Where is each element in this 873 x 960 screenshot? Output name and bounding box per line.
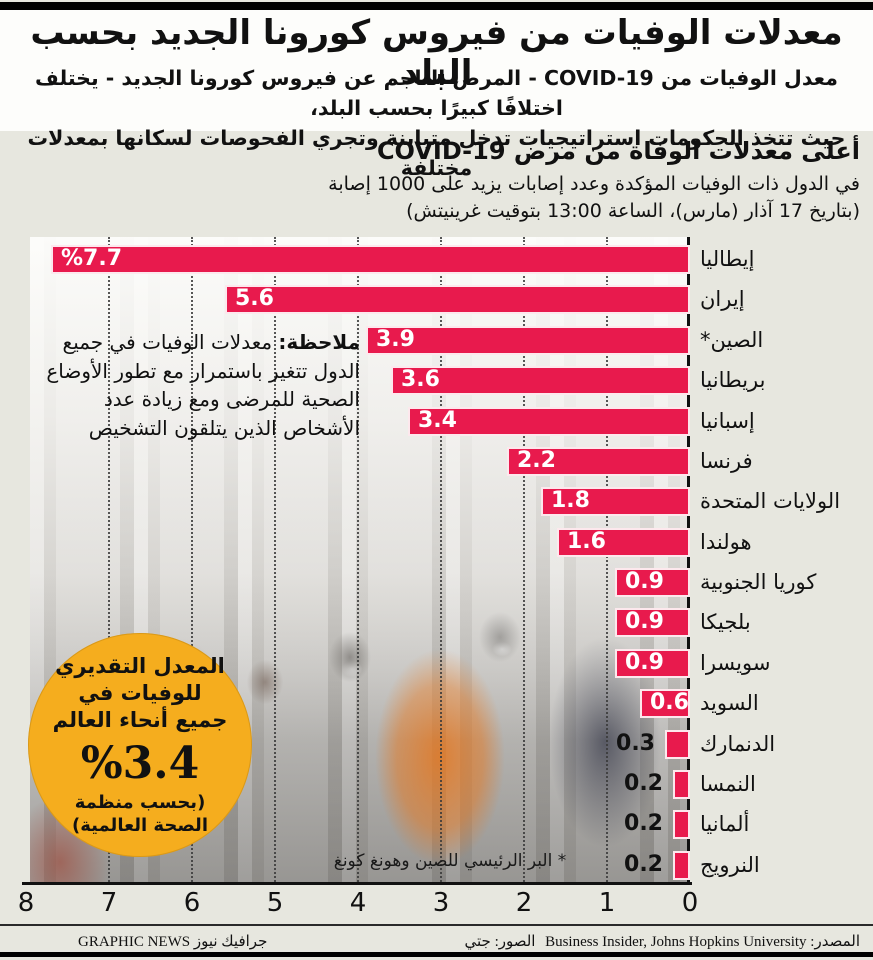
country-label-7: هولندا [700, 530, 752, 554]
bar-7 [557, 528, 690, 557]
country-label-3: بريطانيا [700, 368, 766, 392]
bar-6 [541, 487, 690, 516]
country-label-9: بلجيكا [700, 610, 751, 634]
bar-4 [408, 407, 690, 436]
footer-rule [0, 924, 873, 926]
bar-value-6: 1.8 [551, 488, 590, 513]
note-body: معدلات الوفيات في جميع الدول تتغير باستم… [46, 330, 360, 440]
note-text: ملاحظة: معدلات الوفيات في جميع الدول تتغ… [28, 328, 360, 442]
axis-tick-4: 4 [349, 888, 367, 918]
gridline-6 [191, 237, 193, 882]
country-label-4: إسبانيا [700, 409, 755, 433]
bar-10 [615, 649, 690, 678]
bar-value-13: 0.2 [624, 771, 663, 796]
top-rule [0, 2, 873, 10]
bar-3 [391, 366, 690, 395]
axis-tick-2: 2 [515, 888, 533, 918]
country-label-10: سويسرا [700, 651, 771, 675]
bar-value-3: 3.6 [401, 367, 440, 392]
country-label-1: إيران [700, 287, 745, 311]
bar-value-11: 0.6 [650, 690, 689, 715]
bar-0 [51, 245, 690, 274]
bar-value-4: 3.4 [418, 408, 457, 433]
bar-value-9: 0.9 [625, 609, 664, 634]
bar-15 [673, 851, 690, 880]
country-label-8: كوريا الجنوبية [700, 570, 817, 594]
intro-text: معدل الوفيات من COVID-19 - المرض الناجم … [0, 63, 873, 183]
country-label-0: إيطاليا [700, 247, 755, 271]
world-rate-badge: المعدل التقديري للوفيات في جميع أنحاء ال… [28, 633, 252, 857]
bar-2 [366, 326, 690, 355]
gridline-2 [523, 237, 525, 882]
bar-14 [673, 810, 690, 839]
bar-11 [640, 689, 690, 718]
x-axis-line [22, 882, 692, 885]
credit-photos: الصور: جتي [464, 934, 536, 950]
bar-8 [615, 568, 690, 597]
gridline-1 [606, 237, 608, 882]
chart-subtitle-line-1: في الدول ذات الوفيات المؤكدة وعدد إصابات… [328, 173, 860, 195]
note-label: ملاحظة: [278, 330, 360, 354]
gridline-3 [440, 237, 442, 882]
intro-line-1: معدل الوفيات من COVID-19 - المرض الناجم … [35, 66, 838, 120]
bar-value-1: 5.6 [235, 286, 274, 311]
axis-tick-7: 7 [100, 888, 118, 918]
bar-13 [673, 770, 690, 799]
country-label-14: ألمانيا [700, 812, 750, 836]
country-label-15: النرويج [700, 853, 760, 877]
credit-source: المصدر: Business Insider, Johns Hopkins … [545, 934, 860, 950]
chart-subtitle: في الدول ذات الوفيات المؤكدة وعدد إصابات… [328, 171, 860, 225]
bar-value-0: %7.7 [61, 246, 123, 271]
world-rate-stat: %3.4 [80, 738, 200, 789]
chart-subtitle-line-2: (بتاريخ 17 آذار (مارس)، الساعة 13:00 بتو… [406, 200, 860, 222]
bar-value-7: 1.6 [567, 529, 606, 554]
axis-tick-3: 3 [432, 888, 450, 918]
bar-12 [665, 730, 690, 759]
bottom-rule [0, 952, 873, 957]
gridline-5 [274, 237, 276, 882]
bar-value-8: 0.9 [625, 569, 664, 594]
country-label-5: فرنسا [700, 449, 753, 473]
axis-tick-1: 1 [598, 888, 616, 918]
country-label-2: الصين* [700, 328, 764, 352]
bar-5 [507, 447, 690, 476]
country-label-11: السويد [700, 691, 759, 715]
world-rate-text: المعدل التقديري للوفيات في جميع أنحاء ال… [52, 654, 228, 732]
bar-9 [615, 608, 690, 637]
bar-value-12: 0.3 [616, 731, 655, 756]
bar-value-15: 0.2 [624, 852, 663, 877]
page-title: معدلات الوفيات من فيروس كورونا الجديد بح… [30, 13, 843, 93]
header-background [0, 10, 873, 131]
bar-value-2: 3.9 [376, 327, 415, 352]
country-label-12: الدنمارك [700, 732, 776, 756]
chart-title: أعلى معدلات الوفاة من مرض COVID-19 [376, 137, 860, 165]
bar-value-10: 0.9 [625, 650, 664, 675]
bar-1 [225, 285, 690, 314]
axis-tick-0: 0 [681, 888, 699, 918]
gridline-7 [108, 237, 110, 882]
gridline-4 [357, 237, 359, 882]
credit-graphic-news: GRAPHIC NEWS جرافيك نيوز [78, 934, 268, 950]
intro-line-2: حيث تتخذ الحكومات استراتيجيات تدخل متباي… [27, 126, 846, 180]
bar-value-5: 2.2 [517, 448, 556, 473]
axis-tick-8: 8 [17, 888, 35, 918]
bar-value-14: 0.2 [624, 811, 663, 836]
axis-tick-6: 6 [183, 888, 201, 918]
country-label-13: النمسا [700, 772, 756, 796]
country-label-6: الولايات المتحدة [700, 489, 841, 513]
china-footnote: * البر الرئيسي للصين وهونغ كونغ [333, 851, 567, 871]
axis-tick-5: 5 [266, 888, 284, 918]
world-rate-source: (بحسب منظمة الصحة العالمية) [72, 792, 208, 836]
